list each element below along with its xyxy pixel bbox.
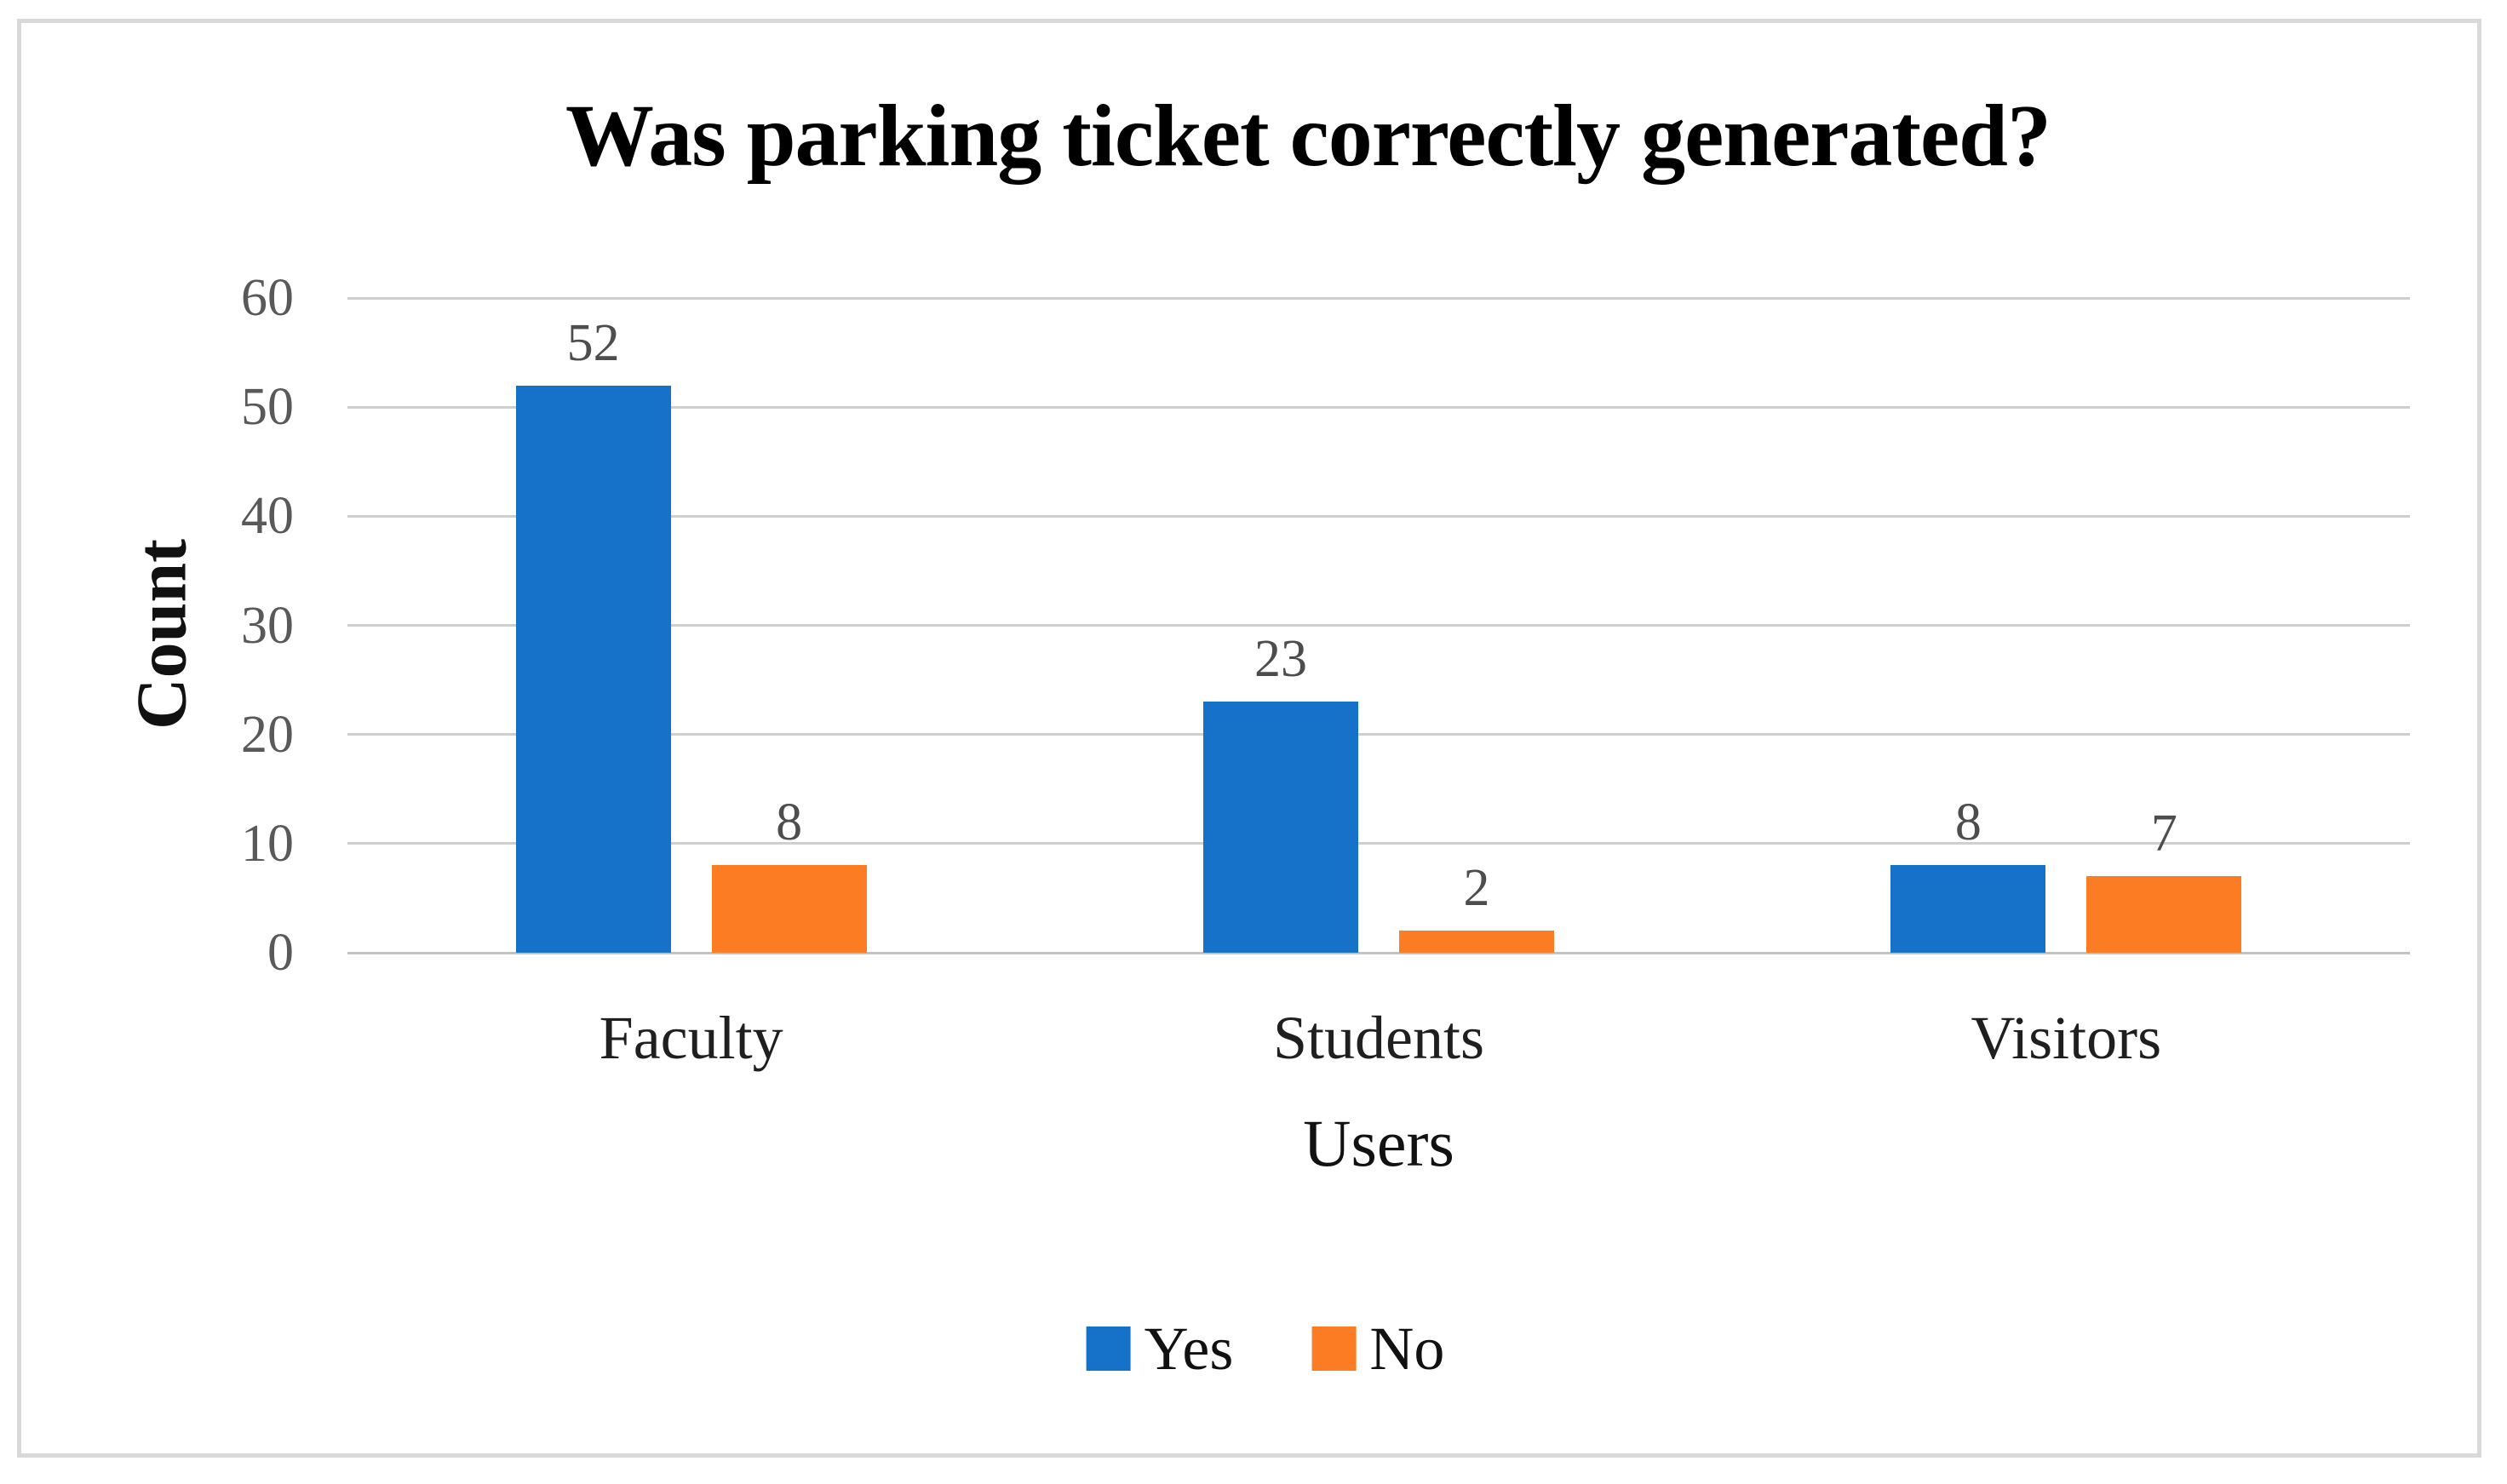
value-label-yes-students: 23 xyxy=(1254,630,1307,689)
value-label-no-students: 2 xyxy=(1463,859,1490,918)
category-label-faculty: Faculty xyxy=(599,1004,783,1072)
bar-no-students xyxy=(1399,931,1554,953)
y-tick-label-30: 30 xyxy=(241,596,294,655)
bar-yes-faculty xyxy=(515,385,671,953)
gridline-40 xyxy=(347,514,2410,518)
gridline-60 xyxy=(347,296,2410,300)
y-axis-tick-labels: 0 10 20 30 40 50 60 xyxy=(0,272,294,979)
bar-yes-students xyxy=(1203,702,1358,953)
y-tick-label-0: 0 xyxy=(267,924,294,982)
gridline-0 xyxy=(347,951,2410,954)
gridline-50 xyxy=(347,405,2410,409)
legend-swatch-no xyxy=(1311,1326,1357,1371)
y-tick-label-40: 40 xyxy=(241,487,294,546)
legend-label-no: No xyxy=(1369,1315,1445,1383)
x-axis-title: Users xyxy=(1303,1106,1454,1180)
legend-label-yes: Yes xyxy=(1144,1315,1234,1383)
y-tick-label-60: 60 xyxy=(241,269,294,327)
plot-area: 52 8 Faculty 23 2 Students 8 7 Visitors xyxy=(347,296,2410,1070)
chart-title: Was parking ticket correctly generated? xyxy=(565,87,2051,185)
gridline-10 xyxy=(347,842,2410,845)
category-label-visitors: Visitors xyxy=(1971,1004,2162,1072)
legend-item-no: No xyxy=(1311,1318,1444,1379)
bar-no-faculty xyxy=(711,865,867,953)
legend: Yes No xyxy=(1086,1315,1444,1383)
y-tick-label-20: 20 xyxy=(241,705,294,764)
bar-no-visitors xyxy=(2086,876,2242,953)
value-label-no-faculty: 8 xyxy=(776,794,803,852)
y-tick-label-10: 10 xyxy=(241,814,294,873)
bar-yes-visitors xyxy=(1890,865,2046,953)
category-label-students: Students xyxy=(1272,1004,1485,1072)
value-label-yes-faculty: 52 xyxy=(566,313,620,372)
gridline-20 xyxy=(347,733,2410,736)
legend-swatch-yes xyxy=(1086,1326,1131,1371)
value-label-no-visitors: 7 xyxy=(2150,805,2177,863)
value-label-yes-visitors: 8 xyxy=(1954,794,1982,852)
y-tick-label-50: 50 xyxy=(241,378,294,437)
legend-item-yes: Yes xyxy=(1086,1315,1234,1383)
gridline-30 xyxy=(347,624,2410,627)
